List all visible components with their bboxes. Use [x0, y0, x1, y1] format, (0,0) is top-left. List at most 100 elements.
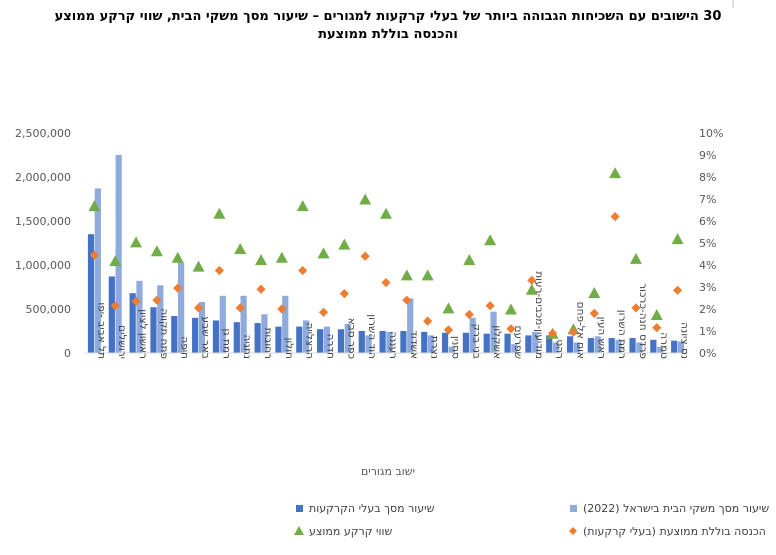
marker-income — [527, 275, 537, 285]
bar-landowner-share — [483, 333, 490, 353]
x-category-label: אום אל-פחם — [574, 302, 586, 359]
x-axis-categories: תל אביב -יפו ירושלים ראשון לציון פתח תקווה ח… — [95, 271, 690, 359]
x-category-label: רהט — [554, 339, 566, 359]
legend-entry-label: שיעור מסך משקי הבית בישראל (2022) — [583, 502, 769, 515]
x-category-label: אשקלון — [491, 325, 503, 359]
x-category-label: ראש העין — [595, 317, 607, 359]
bar-landowner-share — [587, 338, 594, 353]
marker-income — [672, 285, 683, 295]
marker-land-value — [380, 207, 392, 219]
right-tick-label: 10% — [699, 127, 723, 140]
marker-income — [443, 325, 454, 335]
bar-household-share — [552, 342, 560, 353]
bar-household-share — [386, 331, 393, 353]
bar-landowner-share — [233, 322, 240, 353]
marker-income — [360, 251, 370, 261]
x-category-label: נס ציונה — [679, 322, 691, 359]
marker-land-value — [588, 287, 601, 298]
legend-swatch-triangle — [294, 526, 304, 535]
x-category-label: הרצלייה — [304, 322, 316, 359]
marker-income — [89, 250, 100, 260]
marker-land-value — [192, 260, 205, 272]
right-tick-label: 8% — [699, 171, 716, 184]
marker-income — [256, 284, 266, 294]
bar-landowner-share — [650, 339, 657, 353]
marker-land-value — [525, 283, 538, 295]
bar-landowner-share — [608, 338, 615, 353]
legend-swatch-bar — [296, 505, 303, 512]
marker-income — [152, 295, 162, 305]
marker-series — [88, 167, 684, 339]
legend-swatch-bar — [570, 505, 577, 512]
marker-income — [506, 324, 516, 334]
marker-land-value — [109, 255, 122, 267]
bar-household-share — [344, 323, 351, 353]
left-axis: 0 500,000 1,000,000 1,500,000 2,000,000 2,500… — [15, 127, 71, 360]
bar-landowner-share — [337, 329, 345, 353]
bar-landowner-share — [441, 332, 449, 353]
marker-land-value — [504, 303, 517, 315]
bar-household-share — [532, 331, 539, 353]
x-category-label: נתניה — [241, 334, 253, 359]
x-category-label: סחנין — [449, 336, 461, 359]
marker-land-value — [338, 238, 351, 250]
legend-entry-label: הכנסה בוללת ממוצעת (בעלי קרקעות) — [583, 525, 766, 538]
x-category-label: נצרת — [429, 336, 441, 359]
x-category-label: פתח תקווה — [158, 308, 170, 359]
x-category-label: הוד השרון — [366, 314, 378, 359]
marker-land-value — [296, 200, 309, 212]
marker-income — [193, 303, 204, 313]
bar-landowner-share — [546, 335, 553, 353]
marker-income — [214, 265, 224, 276]
bar-household-share — [407, 298, 414, 353]
marker-land-value — [255, 254, 268, 265]
bar-household-share — [427, 335, 435, 353]
bar-household-share — [136, 280, 143, 353]
bar-household-share — [615, 339, 622, 353]
marker-income — [235, 303, 245, 313]
legend-entry-label: שווי קרקע ממוצע — [309, 525, 393, 538]
marker-income — [631, 303, 641, 313]
marker-income — [548, 328, 558, 338]
marker-income — [589, 308, 599, 318]
marker-income — [173, 283, 183, 293]
right-tick-label: 4% — [699, 259, 716, 272]
marker-income — [652, 323, 662, 333]
bar-landowner-share — [525, 335, 532, 353]
bar-landowner-share — [254, 323, 261, 353]
bar-household-share — [365, 335, 372, 353]
x-category-label: מודיעין-מכבים-רעות — [533, 271, 545, 359]
bar-household-share — [94, 188, 101, 353]
right-axis: 0% 1% 2% 3% 4% 5% 6% 7% 8% 9% 10% — [699, 127, 723, 360]
bar-landowner-share — [296, 326, 303, 353]
chart-title-line1: 30 הישובים עם השכיחות הגבוהה ביותר של בע… — [55, 9, 722, 24]
bar-series — [87, 155, 685, 353]
marker-land-value — [234, 243, 247, 254]
bar-household-share — [448, 346, 455, 353]
bar-household-share — [469, 317, 476, 353]
marker-land-value — [317, 247, 330, 259]
bar-landowner-share — [87, 234, 95, 353]
marker-income — [402, 295, 412, 305]
marker-income — [485, 301, 495, 311]
bar-landowner-share — [192, 317, 199, 353]
left-tick-label: 2,500,000 — [15, 127, 71, 140]
right-tick-label: 9% — [699, 149, 716, 162]
bar-household-share — [261, 314, 268, 353]
left-tick-label: 1,000,000 — [15, 259, 71, 272]
bar-household-share — [677, 341, 685, 353]
x-category-label: חדרה — [325, 334, 337, 359]
marker-land-value — [609, 167, 622, 179]
bar-household-share — [178, 262, 185, 353]
bar-household-share — [282, 295, 289, 353]
bar-household-share — [657, 346, 664, 353]
bar-household-share — [594, 336, 601, 353]
right-tick-label: 3% — [699, 281, 716, 294]
marker-land-value — [463, 254, 476, 265]
bar-landowner-share — [171, 316, 178, 353]
bar-landowner-share — [150, 307, 157, 353]
marker-income — [277, 304, 287, 314]
bar-landowner-share — [566, 336, 574, 353]
marker-income — [610, 212, 620, 222]
